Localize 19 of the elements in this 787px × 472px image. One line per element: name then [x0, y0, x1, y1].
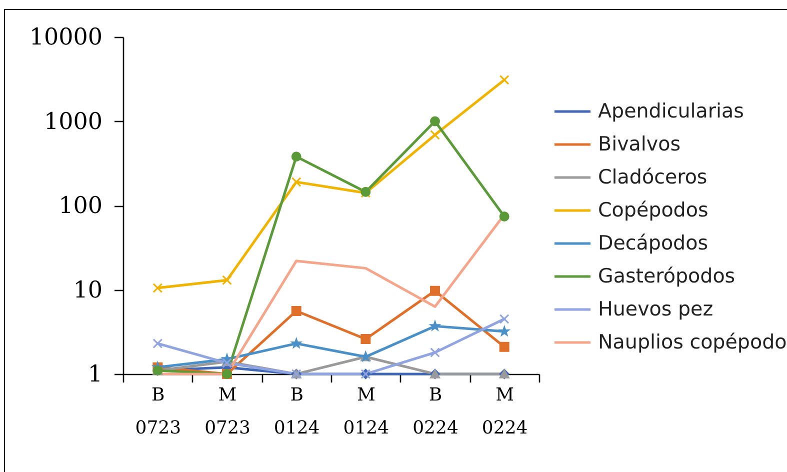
- x-tick-label: M 0124: [343, 384, 390, 438]
- legend-label: Apendicularias: [598, 100, 744, 122]
- y-tick-label: 100: [58, 193, 102, 219]
- x-tick-label: B 0124: [274, 384, 320, 438]
- y-tick-label: 1000: [44, 108, 102, 135]
- legend-label: Copépodos: [598, 198, 708, 222]
- legend-label: Gasterópodos: [598, 264, 736, 288]
- legend-label: Decápodos: [598, 232, 708, 254]
- x-tick-label: M 0723: [204, 384, 250, 438]
- legend-label: Nauplios copépodo: [598, 330, 787, 354]
- x-tick-label: B 0723: [135, 384, 182, 438]
- x-tick-label: B 0224: [412, 384, 458, 438]
- y-tick-label: 10: [73, 277, 102, 304]
- legend-label: Huevos pez: [598, 298, 714, 320]
- legend-label: Cladóceros: [598, 166, 708, 188]
- y-tick-label: 1: [88, 362, 102, 388]
- legend-label: Bivalvos: [598, 132, 681, 156]
- x-tick-label: M 0224: [482, 384, 528, 438]
- y-tick-label: 10000: [29, 24, 102, 50]
